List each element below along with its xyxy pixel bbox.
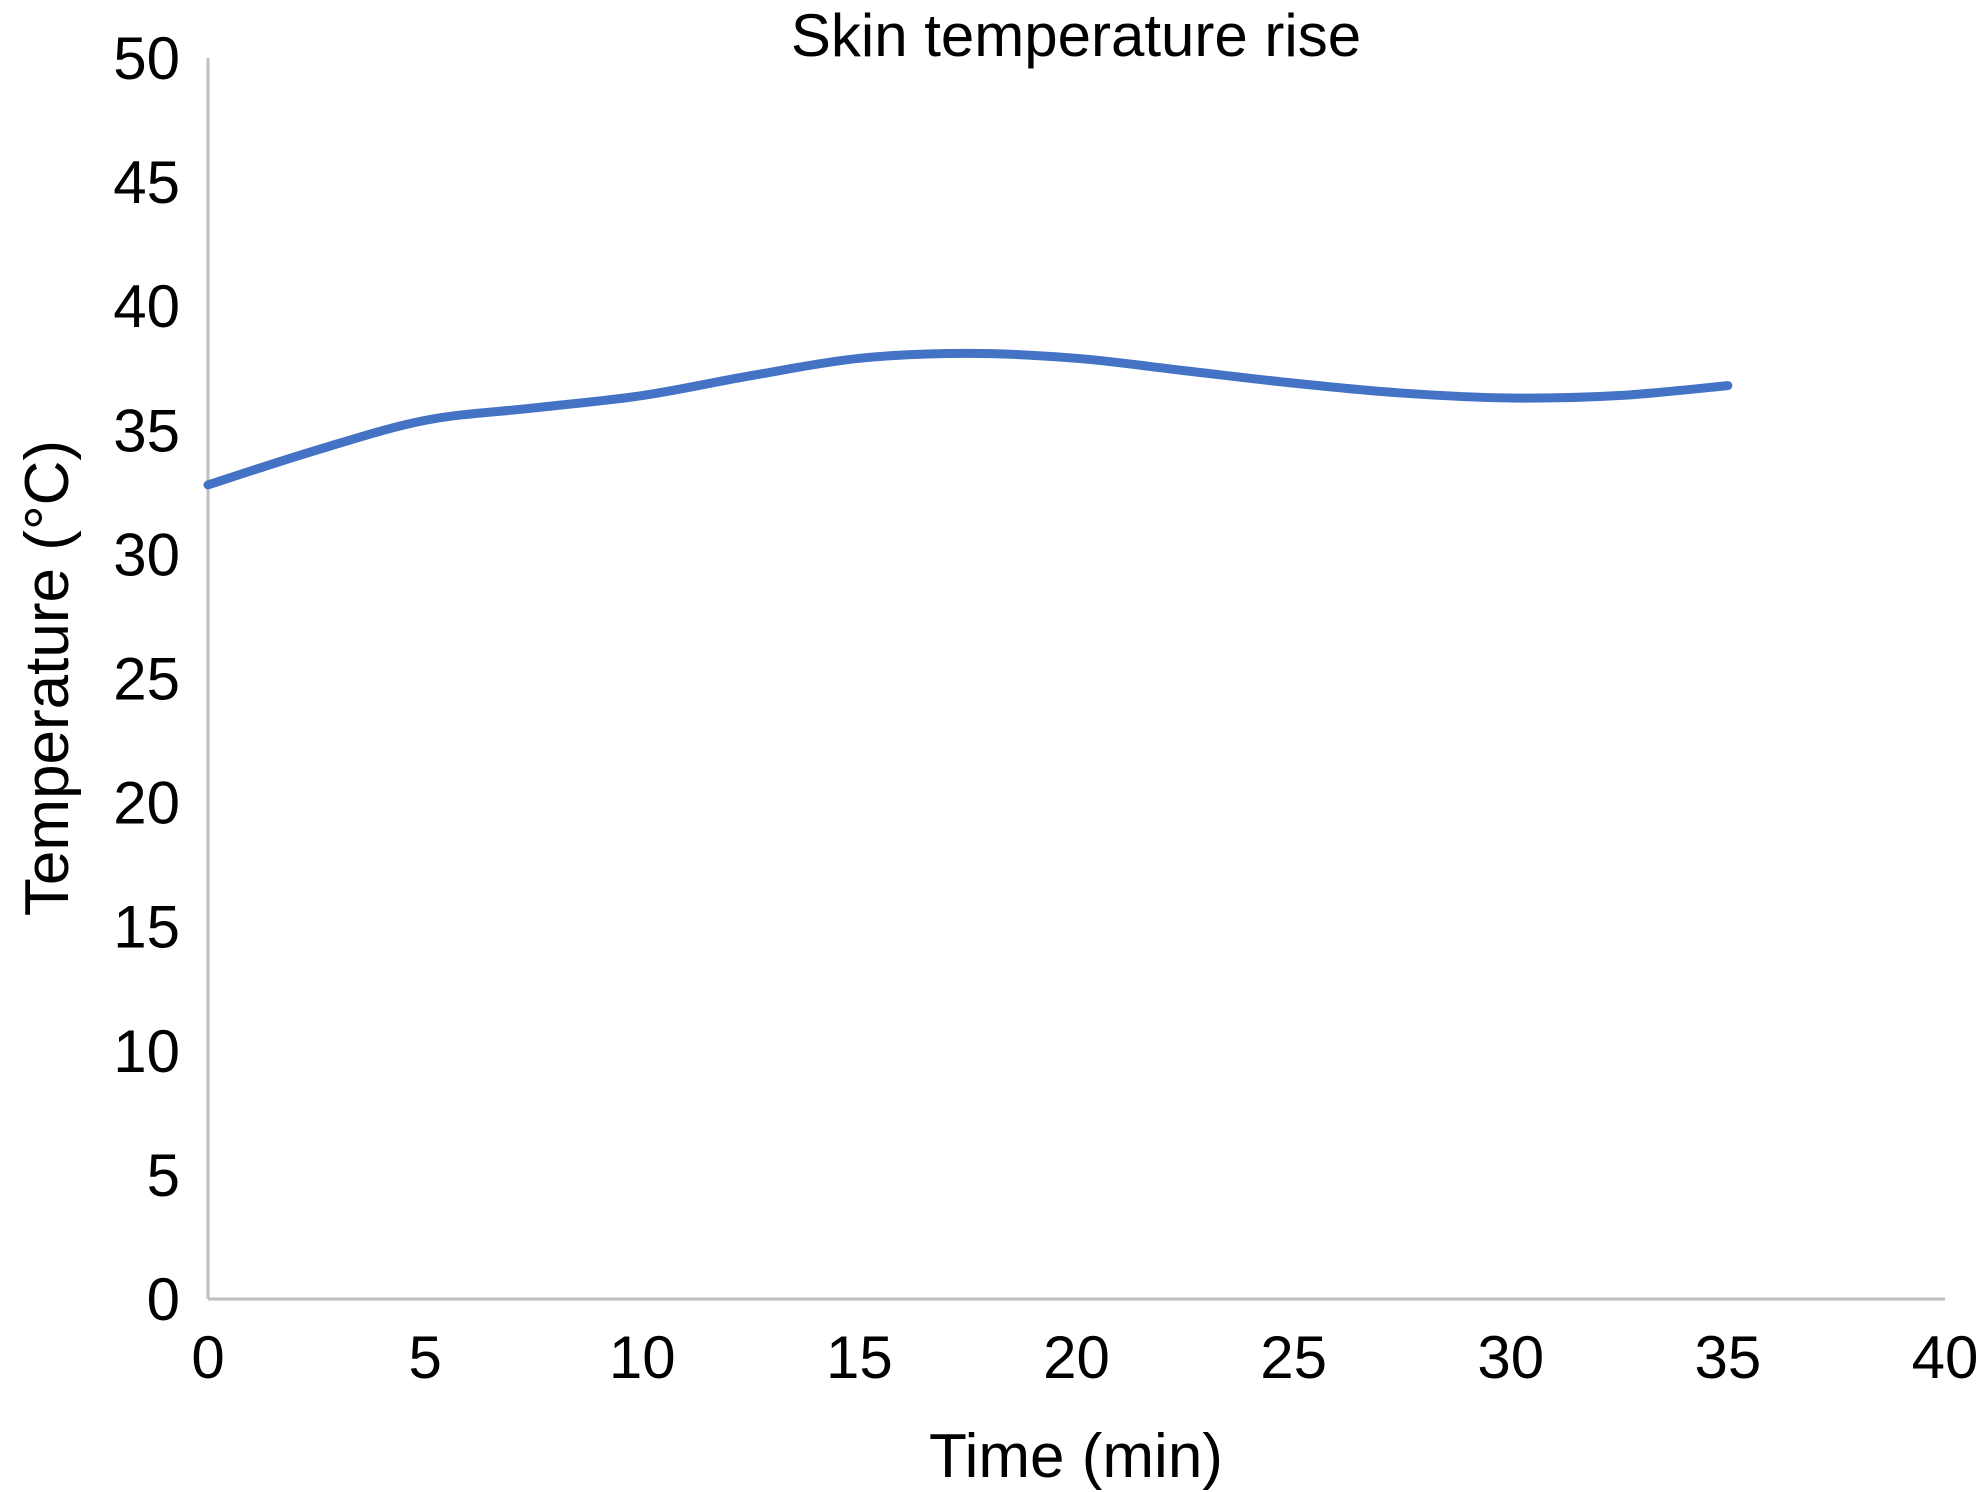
x-tick-label: 0 [191,1324,224,1391]
y-tick-label: 30 [113,521,180,588]
y-axis-title: Temperature (°C) [13,440,82,916]
x-tick-labels: 0 5 10 15 20 25 30 35 40 [191,1324,1978,1391]
x-tick-label: 40 [1912,1324,1979,1391]
x-tick-label: 5 [408,1324,441,1391]
y-tick-label: 40 [113,273,180,340]
x-tick-label: 15 [826,1324,893,1391]
x-tick-label: 10 [609,1324,676,1391]
y-tick-label: 45 [113,149,180,216]
x-tick-label: 20 [1043,1324,1110,1391]
y-tick-label: 35 [113,397,180,464]
y-tick-label: 25 [113,646,180,713]
x-tick-label: 25 [1260,1324,1327,1391]
y-tick-label: 15 [113,894,180,961]
series-group [203,348,1733,490]
chart-title: Skin temperature rise [791,2,1361,69]
y-tick-label: 20 [113,770,180,837]
y-tick-labels: 0 5 10 15 20 25 30 35 40 45 50 [113,25,180,1333]
axes [206,58,1945,1301]
y-tick-label: 5 [147,1142,180,1209]
y-tick-label: 0 [147,1266,180,1333]
x-axis-title: Time (min) [929,1422,1223,1491]
series-line-0 [203,348,1733,490]
y-tick-label: 50 [113,25,180,92]
x-tick-label: 30 [1477,1324,1544,1391]
x-tick-label: 35 [1695,1324,1762,1391]
y-tick-label: 10 [113,1018,180,1085]
